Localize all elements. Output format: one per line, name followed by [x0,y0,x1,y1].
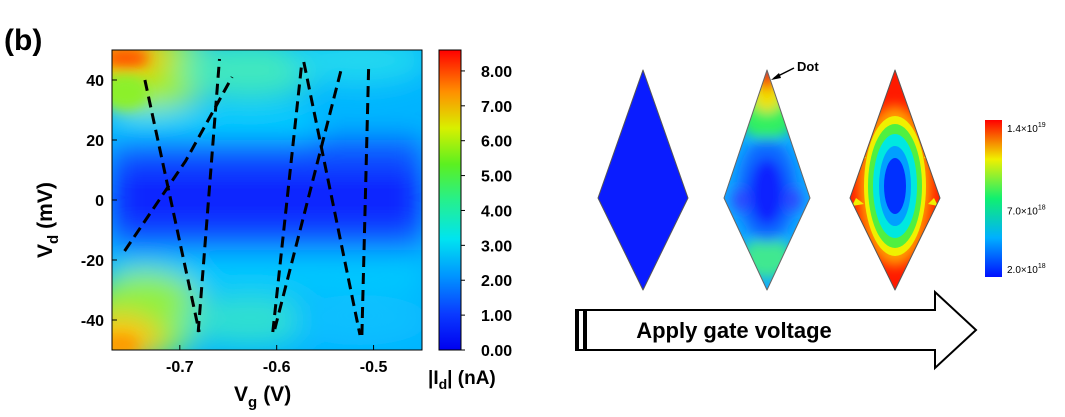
heatmap-field [112,50,422,350]
x-tick-label: -0.5 [360,359,388,376]
colorbar-current-ticks: 8.00 7.00 6.00 5.00 4.00 3.00 2.00 1.00 0.00 [461,64,512,360]
colorbar-current-tick-label: 0.00 [481,343,512,360]
dashed-line-6 [302,61,362,336]
x-axis-unit: (V) [263,383,291,406]
y-tick-label: 0 [95,193,104,210]
state-1-shape [597,69,689,291]
dashed-line-1 [143,79,201,333]
panel-label: (b) [4,24,42,57]
y-axis-subscript: d [45,235,62,244]
colorbar-density-ticks: 1.4×1019 7.0×1018 2.0×1018 [1007,122,1046,276]
colorbar-current-symbol: |I [428,368,439,389]
x-axis-subscript: g [248,394,257,411]
dashed-line-4 [271,61,304,333]
y-tick-label: -20 [81,253,104,270]
dashed-line-5 [273,67,344,330]
colorbar-current-label: |Id| (nA) [428,368,496,392]
y-axis-unit: (mV) [34,182,57,229]
colorbar-current-tick-label: 5.00 [481,169,512,186]
y-tick-label: 40 [86,73,104,90]
x-axis-symbol: V [234,383,248,406]
colorbar-density-tick-label: 2.0×1018 [1007,263,1046,276]
dashed-line-layer [123,58,371,336]
colorbar-current-tick-label: 8.00 [481,64,512,81]
dashed-line-3 [196,58,221,333]
colorbar-density-tick-label: 7.0×1018 [1007,204,1046,217]
dashed-line-7 [360,64,371,336]
colorbar-current-tick-label: 3.00 [481,238,512,255]
colorbar-current-tick-label: 2.00 [481,273,512,290]
state-3-shape [849,69,941,291]
colorbar-current-tick-label: 7.00 [481,99,512,116]
y-axis-symbol: V [34,244,57,258]
colorbar-density-gradient [985,120,1002,277]
heatmap-axes: -0.7 -0.6 -0.5 40 20 0 -20 -40 [81,73,388,376]
dot-annotation: Dot [771,59,819,80]
colorbar-current: 8.00 7.00 6.00 5.00 4.00 3.00 2.00 1.00 0.00 |Id… [428,49,512,392]
colorbar-density: 1.4×1019 7.0×1018 2.0×1018 [985,120,1046,277]
colorbar-density-tick-label: 1.4×1019 [1007,122,1046,135]
y-tick-label: -40 [81,313,104,330]
arrow-label: Apply gate voltage [636,318,832,343]
y-axis-label: Vd (mV) [34,182,62,258]
colorbar-current-gradient [438,49,462,351]
y-tick-label: 20 [86,133,104,150]
state-2-shape [723,69,811,291]
x-axis-label: Vg (V) [234,383,291,411]
colorbar-current-unit: | (nA) [447,368,496,389]
x-tick-label: -0.6 [263,359,291,376]
heatmap-plot: -0.7 -0.6 -0.5 40 20 0 -20 -40 Vg (V) Vd (mV) [34,49,423,411]
gate-voltage-arrow: Apply gate voltage [575,289,978,371]
colorbar-current-tick-label: 6.00 [481,134,512,151]
colorbar-current-tick-label: 1.00 [481,308,512,325]
dot-label: Dot [797,59,819,74]
colorbar-current-subscript: d [439,376,448,392]
colorbar-current-tick-label: 4.00 [481,203,512,220]
x-tick-label: -0.7 [166,359,194,376]
